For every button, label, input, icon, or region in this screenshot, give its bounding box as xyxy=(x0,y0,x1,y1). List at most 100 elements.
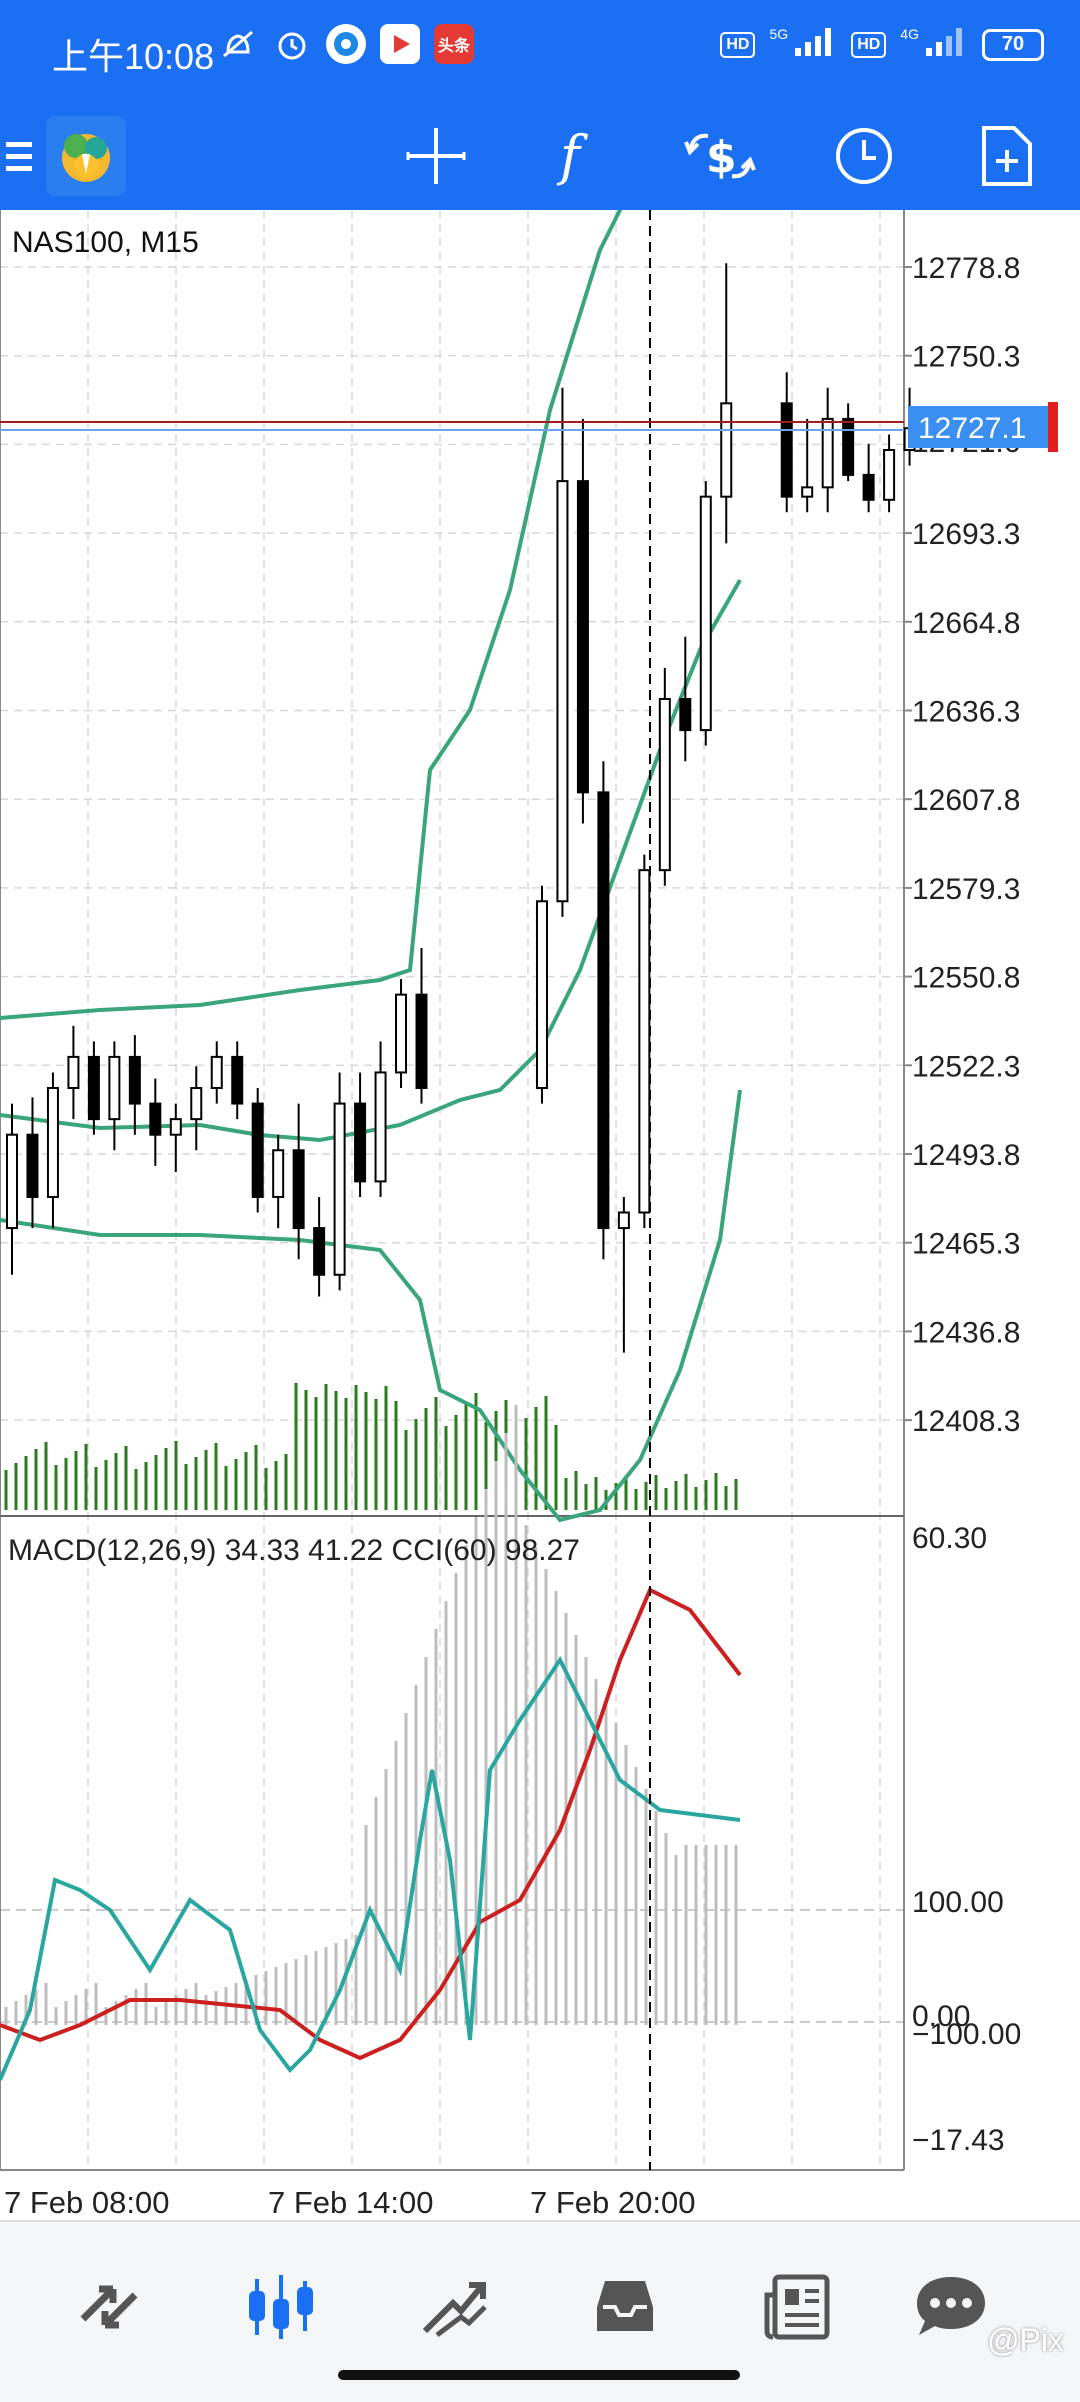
signal-icon-1 xyxy=(795,28,832,56)
candle-bullish xyxy=(272,1149,285,1198)
candle-bullish xyxy=(883,449,896,501)
price-tick-label: 12465.3 xyxy=(912,1228,1020,1261)
candle-bullish xyxy=(374,1071,387,1183)
quotes-icon[interactable] xyxy=(64,2262,154,2352)
svg-text:f: f xyxy=(556,124,588,187)
indicator-axis: 60.30 100.00 −100.00 −17.43 0.00 xyxy=(912,1522,1021,2157)
candle-bullish xyxy=(801,486,814,498)
signal-icon-2 xyxy=(926,28,962,56)
history-icon[interactable] xyxy=(580,2262,670,2352)
symbol-label: NAS100, M15 xyxy=(12,226,199,259)
function-icon[interactable]: f xyxy=(536,116,616,196)
candle-bearish xyxy=(354,1102,367,1183)
price-tick-label: 12408.3 xyxy=(912,1405,1020,1438)
hd-badge-1: HD xyxy=(720,31,756,58)
candle-bearish xyxy=(87,1055,100,1121)
candle-bearish xyxy=(149,1102,162,1136)
price-tick-label: 12693.3 xyxy=(912,518,1020,551)
currency-exchange-icon[interactable]: $ xyxy=(680,116,760,196)
metatrader-logo[interactable] xyxy=(46,116,126,196)
indicator-tick-label: 60.30 xyxy=(912,1522,987,1555)
price-tick-label: 12778.8 xyxy=(912,252,1020,285)
alarm-icon xyxy=(272,24,312,64)
candle-bullish xyxy=(658,697,671,872)
candle-bearish xyxy=(313,1227,326,1276)
candle-bullish xyxy=(699,495,712,732)
candle-bullish xyxy=(535,900,548,1090)
candle-bullish xyxy=(169,1118,182,1136)
chat-icon[interactable] xyxy=(906,2262,996,2352)
candle-bearish xyxy=(862,473,875,501)
price-tick-label: 12436.8 xyxy=(912,1316,1020,1349)
candlesticks xyxy=(6,263,916,1353)
time-tick-label: 7 Feb 14:00 xyxy=(268,2185,433,2220)
status-bar: 上午10:08 头条 HD 5G HD 4G 70 xyxy=(0,0,1080,100)
macd-signal-line xyxy=(0,1587,742,2061)
watermark: @Pix xyxy=(987,2322,1064,2358)
indicator-tick-label: −100.00 xyxy=(912,2018,1021,2051)
candle-bearish xyxy=(251,1102,264,1198)
indicator-label: MACD(12,26,9) 34.33 41.22 CCI(60) 98.27 xyxy=(8,1534,580,1567)
candle-bullish xyxy=(556,480,569,903)
candle-bearish xyxy=(26,1133,39,1198)
new-order-icon[interactable] xyxy=(966,116,1046,196)
network-4g: 4G xyxy=(900,26,968,63)
candle-bullish xyxy=(333,1102,346,1276)
time-tick-label: 7 Feb 08:00 xyxy=(4,2185,169,2220)
browser-app-icon xyxy=(326,24,366,64)
candle-bullish xyxy=(190,1087,203,1121)
chart-area[interactable]: NAS100, M15 MACD(12,26,9) 34.33 41.22 CC… xyxy=(0,189,1080,2220)
video-app-icon xyxy=(380,24,420,64)
candle-bearish xyxy=(128,1055,141,1105)
indicator-tick-label: 100.00 xyxy=(912,1886,1004,1919)
home-indicator[interactable] xyxy=(338,2370,740,2380)
time-axis: 7 Feb 08:00 7 Feb 14:00 7 Feb 20:00 xyxy=(4,2185,695,2220)
price-axis: 12778.8 12750.3 12693.3 12664.8 12636.3 12607… xyxy=(904,252,1020,1438)
indicator-tick-label: −17.43 xyxy=(912,2124,1005,2157)
chart-toolbar: f $ xyxy=(0,100,1080,210)
volume-bars xyxy=(4,1383,738,1510)
hd-badge-2: HD xyxy=(851,31,887,58)
crosshair-icon[interactable] xyxy=(396,116,476,196)
price-tag-marker xyxy=(1048,402,1058,452)
battery-icon: 70 xyxy=(982,28,1044,61)
candle-bullish xyxy=(6,1133,18,1230)
candle-bullish xyxy=(638,869,651,1214)
menu-icon[interactable] xyxy=(0,116,60,196)
candle-bullish xyxy=(617,1211,630,1230)
candle-bearish xyxy=(780,402,793,498)
price-tick-label: 12493.8 xyxy=(912,1139,1020,1172)
bollinger-middle xyxy=(0,579,742,1143)
price-tick-label: 12636.3 xyxy=(912,696,1020,729)
price-tick-label: 12750.3 xyxy=(912,341,1020,374)
trade-icon[interactable] xyxy=(408,2262,498,2352)
candle-bearish xyxy=(597,791,610,1230)
bollinger-lower xyxy=(0,1089,742,1523)
chart-icon[interactable] xyxy=(236,2262,326,2352)
price-tick-label: 12607.8 xyxy=(912,784,1020,817)
status-right: HD 5G HD 4G 70 xyxy=(720,26,1044,63)
bollinger-upper xyxy=(0,189,632,1020)
svg-text:$: $ xyxy=(706,132,737,183)
price-chart[interactable]: NAS100, M15 MACD(12,26,9) 34.33 41.22 CC… xyxy=(0,189,1080,2220)
candle-bearish xyxy=(415,993,428,1090)
price-tick-label: 12550.8 xyxy=(912,962,1020,995)
news-icon[interactable] xyxy=(752,2262,842,2352)
candle-bullish xyxy=(46,1087,59,1198)
indicator-lines xyxy=(0,1587,742,2081)
candle-bullish xyxy=(67,1055,80,1090)
do-not-disturb-icon xyxy=(218,24,258,64)
network-5g: 5G xyxy=(769,26,837,63)
candle-bearish xyxy=(679,697,692,732)
candle-bearish xyxy=(842,417,855,476)
bollinger-bands xyxy=(0,189,742,1523)
cci-line xyxy=(0,1656,741,2081)
candle-bullish xyxy=(210,1055,223,1090)
current-price-tag xyxy=(908,406,1052,448)
candle-bullish xyxy=(821,417,834,489)
candle-bearish xyxy=(231,1055,244,1105)
clock-icon[interactable] xyxy=(824,116,904,196)
chart-grid xyxy=(0,210,904,2170)
current-price-text: 12727.1 xyxy=(918,412,1026,445)
candle-bearish xyxy=(576,480,589,794)
